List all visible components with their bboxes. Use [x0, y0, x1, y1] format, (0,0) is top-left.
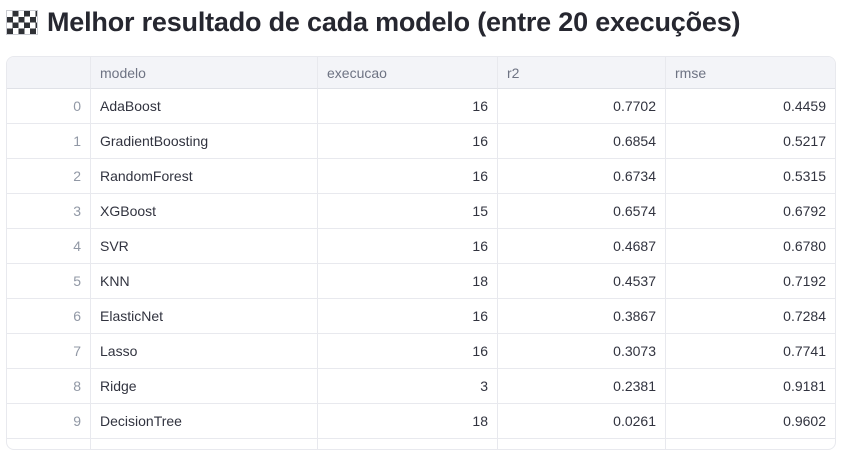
cell-index[interactable]: 0 — [7, 89, 91, 124]
cell-rmse[interactable]: 0.4459 — [666, 89, 835, 124]
table-row: 4 SVR 16 0.4687 0.6780 — [7, 229, 835, 264]
cell-execucao[interactable]: 16 — [318, 334, 498, 369]
checkered-flag-icon — [6, 9, 38, 35]
table-row: 8 Ridge 3 0.2381 0.9181 — [7, 369, 835, 404]
cell-execucao[interactable]: 16 — [318, 89, 498, 124]
cell-modelo[interactable]: Lasso — [91, 334, 318, 369]
cell-modelo[interactable]: AdaBoost — [91, 89, 318, 124]
cell-index[interactable]: 1 — [7, 124, 91, 159]
cell-execucao[interactable]: 3 — [318, 369, 498, 404]
page-title: Melhor resultado de cada modelo (entre 2… — [6, 0, 741, 44]
cell-rmse[interactable]: 0.5315 — [666, 159, 835, 194]
table-row: 9 DecisionTree 18 0.0261 0.9602 — [7, 404, 835, 439]
column-header-index[interactable] — [7, 57, 91, 89]
cell-r2 — [498, 439, 666, 449]
table-row: 0 AdaBoost 16 0.7702 0.4459 — [7, 89, 835, 124]
cell-index[interactable]: 2 — [7, 159, 91, 194]
cell-rmse[interactable]: 0.6780 — [666, 229, 835, 264]
column-header-modelo[interactable]: modelo — [91, 57, 318, 89]
cell-r2[interactable]: 0.4687 — [498, 229, 666, 264]
cell-modelo[interactable]: ElasticNet — [91, 299, 318, 334]
cell-r2[interactable]: 0.7702 — [498, 89, 666, 124]
cell-r2[interactable]: 0.3073 — [498, 334, 666, 369]
column-header-rmse[interactable]: rmse — [666, 57, 835, 89]
column-header-r2[interactable]: r2 — [498, 57, 666, 89]
cell-index — [7, 439, 91, 449]
cell-modelo[interactable]: Ridge — [91, 369, 318, 404]
cell-r2[interactable]: 0.6854 — [498, 124, 666, 159]
cell-index[interactable]: 8 — [7, 369, 91, 404]
cell-index[interactable]: 6 — [7, 299, 91, 334]
cell-r2[interactable]: 0.0261 — [498, 404, 666, 439]
cell-execucao[interactable]: 18 — [318, 404, 498, 439]
cell-index[interactable]: 3 — [7, 194, 91, 229]
cell-execucao[interactable]: 16 — [318, 229, 498, 264]
cell-index[interactable]: 7 — [7, 334, 91, 369]
cell-modelo[interactable]: SVR — [91, 229, 318, 264]
cell-execucao[interactable]: 16 — [318, 299, 498, 334]
cell-index[interactable]: 4 — [7, 229, 91, 264]
column-header-execucao[interactable]: execucao — [318, 57, 498, 89]
cell-modelo — [91, 439, 318, 449]
table-row: 7 Lasso 16 0.3073 0.7741 — [7, 334, 835, 369]
table-row: 3 XGBoost 15 0.6574 0.6792 — [7, 194, 835, 229]
cell-r2[interactable]: 0.3867 — [498, 299, 666, 334]
cell-modelo[interactable]: XGBoost — [91, 194, 318, 229]
cell-r2[interactable]: 0.6574 — [498, 194, 666, 229]
dataframe-header: modelo execucao r2 rmse — [7, 57, 835, 89]
table-row: 5 KNN 18 0.4537 0.7192 — [7, 264, 835, 299]
cell-rmse — [666, 439, 835, 449]
cell-execucao[interactable]: 18 — [318, 264, 498, 299]
dataframe[interactable]: modelo execucao r2 rmse 0 AdaBoost 16 0.7702 0.… — [6, 56, 836, 450]
table-row: 2 RandomForest 16 0.6734 0.5315 — [7, 159, 835, 194]
cell-execucao[interactable]: 16 — [318, 159, 498, 194]
cell-modelo[interactable]: DecisionTree — [91, 404, 318, 439]
table-row: 6 ElasticNet 16 0.3867 0.7284 — [7, 299, 835, 334]
cell-rmse[interactable]: 0.6792 — [666, 194, 835, 229]
cell-rmse[interactable]: 0.7192 — [666, 264, 835, 299]
cell-rmse[interactable]: 0.9181 — [666, 369, 835, 404]
page-title-text: Melhor resultado de cada modelo (entre 2… — [47, 6, 741, 37]
cell-rmse[interactable]: 0.9602 — [666, 404, 835, 439]
cell-execucao[interactable]: 15 — [318, 194, 498, 229]
table-row — [7, 439, 835, 449]
cell-rmse[interactable]: 0.7284 — [666, 299, 835, 334]
table-row: 1 GradientBoosting 16 0.6854 0.5217 — [7, 124, 835, 159]
cell-r2[interactable]: 0.6734 — [498, 159, 666, 194]
cell-r2[interactable]: 0.4537 — [498, 264, 666, 299]
cell-r2[interactable]: 0.2381 — [498, 369, 666, 404]
cell-rmse[interactable]: 0.7741 — [666, 334, 835, 369]
cell-modelo[interactable]: RandomForest — [91, 159, 318, 194]
cell-index[interactable]: 9 — [7, 404, 91, 439]
cell-modelo[interactable]: KNN — [91, 264, 318, 299]
cell-execucao[interactable]: 16 — [318, 124, 498, 159]
cell-index[interactable]: 5 — [7, 264, 91, 299]
cell-rmse[interactable]: 0.5217 — [666, 124, 835, 159]
dataframe-body: 0 AdaBoost 16 0.7702 0.4459 1 GradientBoosting… — [7, 89, 835, 449]
cell-modelo[interactable]: GradientBoosting — [91, 124, 318, 159]
cell-execucao — [318, 439, 498, 449]
